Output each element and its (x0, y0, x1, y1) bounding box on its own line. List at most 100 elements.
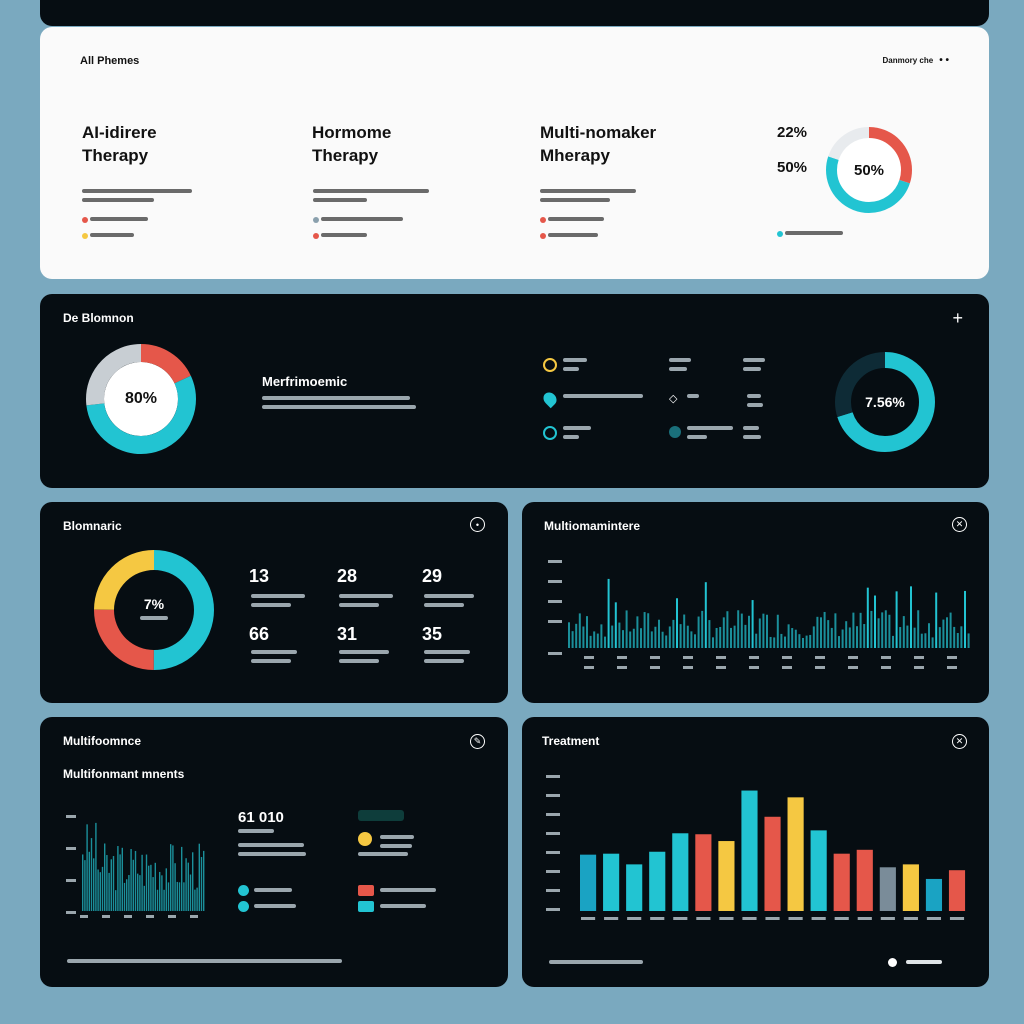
bar (733, 625, 736, 648)
bar (679, 624, 682, 648)
gray-dot-icon (313, 217, 319, 223)
y-tick-label (548, 560, 562, 563)
y-tick-label (546, 851, 560, 854)
donut-segment (94, 550, 214, 670)
share-icon[interactable]: ✕ (952, 517, 967, 532)
bar (192, 852, 194, 911)
edit-icon[interactable]: ✎ (470, 734, 485, 749)
bar (719, 626, 722, 648)
x-tick-label (627, 917, 642, 920)
x-tick-label (650, 666, 660, 669)
x-tick-label (617, 656, 627, 659)
bar (744, 624, 747, 648)
bar (672, 619, 675, 648)
bar (948, 870, 966, 911)
bar (925, 878, 943, 911)
bar (82, 854, 84, 911)
bar (935, 592, 938, 648)
header-menu[interactable]: Danmory che • • (883, 55, 949, 66)
therapy-col-3-text (540, 189, 636, 207)
bar (917, 610, 920, 648)
bar (196, 887, 198, 911)
bar (791, 628, 794, 648)
bar (614, 602, 617, 648)
bar (931, 637, 934, 648)
bar (575, 623, 578, 648)
bar (827, 620, 830, 648)
stat-value: 35 (422, 624, 443, 644)
plus-icon[interactable]: + (952, 308, 963, 328)
bar (942, 619, 945, 648)
x-tick-label (926, 917, 942, 920)
x-tick-label (696, 917, 711, 920)
bar (123, 882, 126, 911)
bar (704, 582, 707, 648)
therapy-title-line1: Multi-nomaker (540, 123, 657, 142)
x-tick-label (880, 917, 895, 920)
bar (769, 636, 772, 648)
bar (701, 610, 704, 648)
donut-segment (826, 127, 912, 213)
bar (751, 600, 754, 648)
teal-legend-swatch (358, 901, 374, 912)
bar (121, 847, 123, 911)
bar (643, 612, 646, 648)
bar (110, 859, 112, 911)
x-tick-label (815, 666, 825, 669)
settings-icon[interactable]: ✕ (952, 734, 967, 749)
subtitle-description (262, 396, 416, 414)
x-tick-label (914, 656, 924, 659)
bar (636, 616, 639, 648)
therapy-col-3[interactable]: Multi-nomaker Mherapy (540, 121, 656, 167)
info-icon[interactable]: • (470, 517, 485, 532)
bar (607, 578, 610, 648)
therapy-col-1[interactable]: AI-idirere Therapy (82, 121, 157, 167)
therapy-title-line2: Therapy (82, 146, 149, 165)
bar (913, 627, 916, 648)
multifoomnce-panel: Multifoomnce ✎ Multifonmant mnents 61 01… (40, 717, 508, 987)
therapy-col-1-legend (82, 214, 148, 246)
stat-22: 22% (777, 124, 808, 141)
x-tick-label (102, 915, 110, 918)
therapy-col-2[interactable]: Hormome Therapy (312, 121, 391, 167)
bar (178, 882, 181, 911)
bar (773, 637, 776, 648)
bar (622, 630, 624, 648)
bar (618, 622, 621, 648)
bar (108, 872, 110, 911)
bar (568, 622, 570, 648)
bar (730, 627, 732, 648)
diamond-icon: ◇ (669, 393, 678, 405)
bar (949, 612, 952, 648)
bar (816, 616, 819, 648)
bar (647, 613, 650, 648)
x-tick-label (881, 656, 891, 659)
bar (852, 612, 855, 648)
bar (762, 613, 765, 648)
bar (676, 598, 678, 648)
x-tick-label (742, 917, 757, 920)
x-tick-label (146, 915, 154, 918)
x-tick-label (683, 666, 693, 669)
bar (780, 633, 783, 648)
stat-value: 28 (337, 566, 358, 586)
teal-dot-icon (777, 231, 783, 238)
percentage-donut-chart: 7.56% (835, 352, 935, 452)
donut-segment (86, 344, 196, 454)
bar (845, 621, 848, 648)
bar (686, 625, 689, 648)
bar (603, 853, 620, 911)
bar (668, 626, 671, 648)
x-tick-label (811, 917, 826, 920)
donut-center-label: 7% (143, 595, 165, 612)
bar (953, 626, 956, 648)
bar (841, 629, 844, 648)
bar (593, 631, 596, 648)
bar (582, 626, 585, 648)
donut-center-label: 50% (853, 161, 885, 179)
y-tick-label (546, 870, 560, 873)
bar (960, 626, 963, 648)
bar (97, 869, 99, 911)
red-dot-icon (540, 233, 546, 239)
bar (117, 846, 119, 911)
